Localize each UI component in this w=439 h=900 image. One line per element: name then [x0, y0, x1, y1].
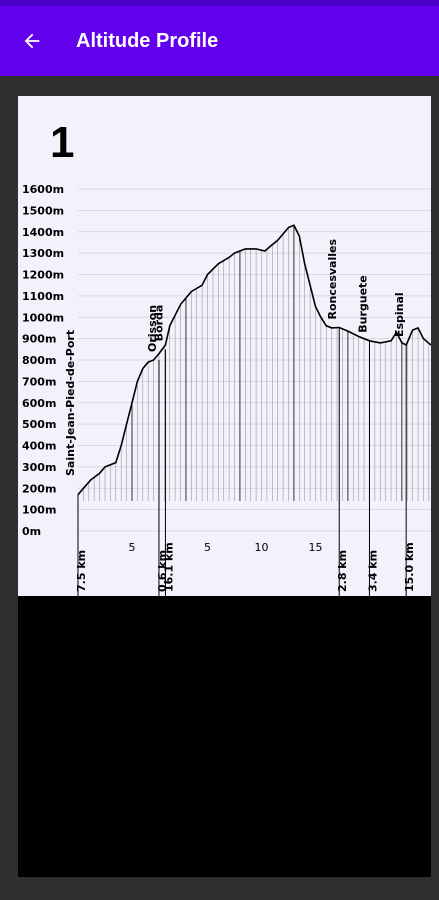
- y-tick-label: 1500m: [22, 204, 64, 217]
- y-tick-label: 1600m: [22, 183, 64, 196]
- place-label: Espinal: [393, 292, 406, 337]
- app-bar: Altitude Profile: [0, 6, 439, 76]
- place-label: Borda: [152, 305, 165, 342]
- place-label: Orisson: [146, 305, 159, 352]
- y-tick-label: 500m: [22, 418, 56, 431]
- segment-distance-label: 0.6 km: [156, 550, 169, 592]
- arrow-left-icon: [24, 33, 40, 49]
- altitude-profile-line: [77, 224, 431, 496]
- y-tick-label: 700m: [22, 375, 56, 388]
- y-tick-label: 300m: [22, 461, 56, 474]
- y-tick-label: 1000m: [22, 311, 64, 324]
- status-bar: [0, 0, 439, 6]
- image-letterbox: [18, 596, 431, 877]
- back-button[interactable]: [14, 23, 50, 59]
- altitude-profile-image[interactable]: 1 0m 100m 200m 300m 400m 500m 600m 700m 800m 900m…: [18, 96, 431, 877]
- page-title: Altitude Profile: [76, 29, 219, 52]
- y-tick-label: 0m: [22, 525, 41, 538]
- segment-distance-label: 7.5 km: [75, 550, 88, 592]
- segment-distance-label: 2.8 km: [336, 550, 349, 592]
- x-tick-label: 5: [128, 541, 135, 554]
- y-tick-label: 1100m: [22, 290, 64, 303]
- x-tick-label: 10: [255, 541, 269, 554]
- x-tick-label: 5: [204, 541, 211, 554]
- stage-number: 1: [50, 118, 75, 167]
- y-tick-label: 800m: [22, 354, 56, 367]
- x-tick-label: 15: [308, 541, 322, 554]
- y-tick-label: 1200m: [22, 269, 64, 282]
- segment-distance-label: 3.4 km: [366, 550, 379, 592]
- y-tick-label: 600m: [22, 397, 56, 410]
- altitude-chart: 1 0m 100m 200m 300m 400m 500m 600m 700m 800m 900m…: [18, 96, 431, 596]
- segment-distance-label: 15.0 km: [403, 542, 416, 592]
- y-tick-label: 1300m: [22, 247, 64, 260]
- y-tick-label: 400m: [22, 440, 56, 453]
- segment-distance-label: 16.1 km: [162, 542, 175, 592]
- place-label: Saint-Jean-Pied-de-Port: [64, 330, 77, 476]
- altitude-chart-svg: 0m 100m 200m 300m 400m 500m 600m 700m 800m 900m 10…: [22, 183, 431, 596]
- y-tick-label: 200m: [22, 482, 56, 495]
- place-label: Burguete: [356, 275, 369, 333]
- content-area: 1 0m 100m 200m 300m 400m 500m 600m 700m 800m 900m…: [0, 76, 439, 900]
- y-tick-label: 100m: [22, 504, 56, 517]
- place-label: Roncesvalles: [326, 239, 339, 320]
- y-tick-label: 900m: [22, 333, 56, 346]
- y-tick-label: 1400m: [22, 226, 64, 239]
